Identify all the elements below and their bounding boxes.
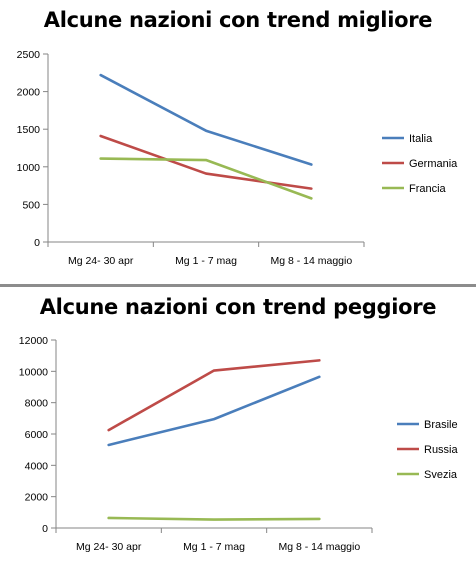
chart-title: Alcune nazioni con trend peggiore <box>39 295 437 319</box>
y-tick-label: 12000 <box>19 335 48 347</box>
y-tick-label: 2500 <box>17 49 41 61</box>
legend-label: Russia <box>424 444 459 456</box>
chart-top-plot: 0 500 1000 1500 2000 2500 Mg 24- 30 apr Mg 1 - … <box>17 49 459 267</box>
y-tick-label: 0 <box>34 237 40 249</box>
series-line-svezia <box>107 516 321 521</box>
y-tick-label: 0 <box>42 523 48 535</box>
legend-label: Francia <box>409 183 447 195</box>
series-line-russia <box>107 359 321 432</box>
series-line-italia <box>99 73 313 166</box>
chart-title: Alcune nazioni con trend migliore <box>43 8 433 32</box>
legend-label: Germania <box>409 158 458 170</box>
y-tick-label: 500 <box>22 199 40 211</box>
y-tick-label: 2000 <box>25 492 49 504</box>
y-tick-label: 2000 <box>17 87 41 99</box>
x-tick-label: Mg 1 - 7 mag <box>183 541 245 553</box>
series-line-germania <box>99 134 313 190</box>
chart-top: Alcune nazioni con trend migliore 0 500 10… <box>0 0 476 284</box>
x-tick-label: Mg 1 - 7 mag <box>175 255 237 267</box>
x-tick-label: Mg 24- 30 apr <box>76 541 142 553</box>
y-tick-label: 4000 <box>25 460 49 472</box>
chart-bottom-plot: 0 2000 4000 6000 8000 10000 12000 Mg 24- 30 apr… <box>19 335 459 553</box>
x-tick-label: Mg 8 - 14 maggio <box>278 541 360 553</box>
y-tick-label: 6000 <box>25 429 49 441</box>
chart-bottom: Alcune nazioni con trend peggiore 0 2000 4… <box>0 287 476 572</box>
series-line-francia <box>99 157 313 200</box>
y-tick-label: 10000 <box>19 366 48 378</box>
legend-label: Svezia <box>424 469 458 481</box>
x-tick-label: Mg 8 - 14 maggio <box>270 255 352 267</box>
legend-label: Brasile <box>424 419 458 431</box>
y-tick-label: 1000 <box>17 162 41 174</box>
panel-divider <box>0 284 476 287</box>
y-tick-label: 1500 <box>17 124 41 136</box>
series-line-brasile <box>107 375 321 447</box>
legend-label: Italia <box>409 133 433 145</box>
y-tick-label: 8000 <box>25 398 49 410</box>
x-tick-label: Mg 24- 30 apr <box>68 255 134 267</box>
